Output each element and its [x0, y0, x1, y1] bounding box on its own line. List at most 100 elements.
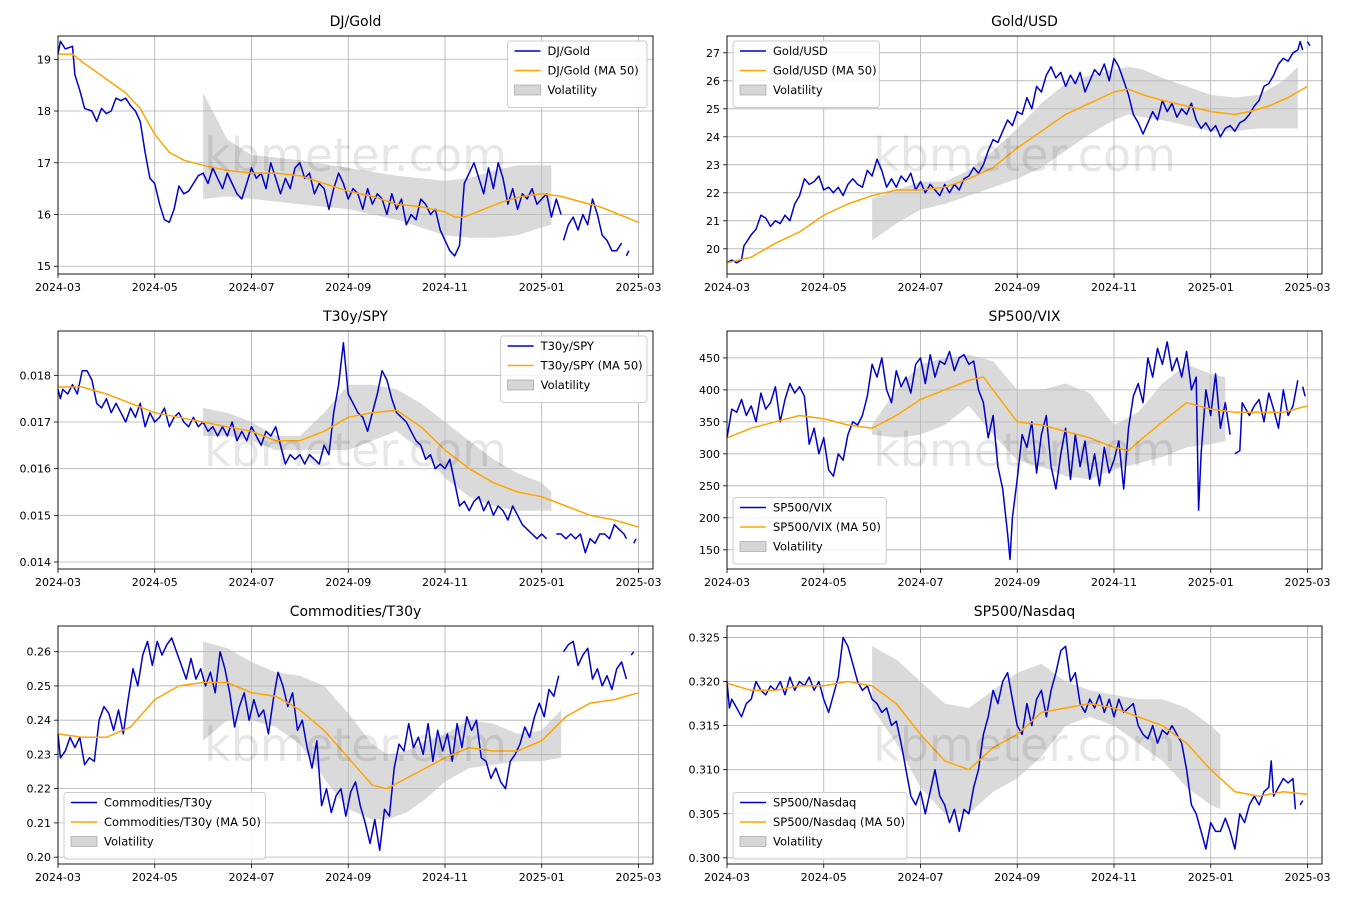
- watermark-text: kbmeter.com: [873, 128, 1176, 182]
- y-tick-label: 15: [37, 260, 51, 273]
- ma-line: [726, 376, 1308, 452]
- volatility-band: [872, 354, 1226, 480]
- legend-label: Gold/USD (MA 50): [773, 64, 877, 78]
- x-tick-label: 2024-11: [1091, 281, 1137, 294]
- series-line: [556, 523, 628, 554]
- y-tick-label: 26: [706, 75, 720, 88]
- x-tick-label: 2024-05: [132, 871, 178, 884]
- x-tick-label: 2025-03: [616, 576, 662, 589]
- y-tick-label: 0.22: [27, 783, 52, 796]
- x-tick-label: 2025-03: [616, 281, 662, 294]
- axes-frame: [57, 330, 654, 570]
- series-line: [726, 40, 1304, 264]
- x-tick-label: 2024-07: [898, 871, 944, 884]
- legend-label: DJ/Gold (MA 50): [548, 64, 639, 78]
- y-tick-label: 24: [706, 131, 720, 144]
- legend-label: DJ/Gold: [548, 44, 591, 58]
- chart-2: T30y/SPY 2024-03 2024-05 2024-07 2024-09 2024…: [20, 309, 662, 589]
- chart-title: DJ/Gold: [330, 14, 382, 30]
- y-tick-label: 17: [37, 157, 51, 170]
- legend-label: Volatility: [541, 378, 591, 392]
- legend-swatch: [739, 84, 767, 96]
- axes-frame: [726, 330, 1323, 570]
- watermark-text: kbmeter.com: [873, 423, 1176, 477]
- y-tick-label: 16: [37, 209, 51, 222]
- x-tick-label: 2024-05: [801, 576, 847, 589]
- y-tick-label: 0.25: [27, 680, 52, 693]
- y-tick-label: 25: [706, 103, 720, 116]
- y-tick-label: 18: [37, 105, 51, 118]
- ma-line: [57, 681, 639, 790]
- legend-label: T30y/SPY (MA 50): [540, 359, 643, 373]
- series-line: [625, 250, 630, 257]
- series-line: [562, 640, 628, 691]
- series-line: [1299, 800, 1304, 806]
- axes-frame: [726, 35, 1323, 275]
- series-line: [1306, 41, 1311, 47]
- x-tick-label: 2024-09: [325, 576, 371, 589]
- legend-label: SP500/Nasdaq (MA 50): [773, 815, 905, 829]
- legend-label: Volatility: [104, 835, 154, 849]
- x-tick-label: 2025-01: [1188, 576, 1234, 589]
- y-tick-label: 0.21: [27, 817, 52, 830]
- volatility-band: [203, 384, 552, 511]
- x-tick-label: 2024-09: [994, 576, 1040, 589]
- y-tick-label: 400: [699, 384, 720, 397]
- ma-line: [58, 386, 639, 528]
- legend-label: Gold/USD: [773, 44, 828, 58]
- y-tick-label: 0.24: [27, 714, 52, 727]
- x-tick-label: 2025-01: [519, 871, 565, 884]
- watermark-text: kbmeter.com: [204, 128, 507, 182]
- x-tick-label: 2024-11: [1091, 576, 1137, 589]
- x-tick-label: 2024-05: [801, 871, 847, 884]
- y-tick-label: 200: [699, 512, 720, 525]
- x-tick-label: 2024-09: [994, 281, 1040, 294]
- y-tick-label: 0.320: [689, 676, 721, 689]
- y-tick-label: 19: [37, 53, 51, 66]
- x-tick-label: 2024-03: [35, 871, 81, 884]
- x-tick-label: 2024-09: [325, 871, 371, 884]
- x-tick-label: 2025-01: [1188, 871, 1234, 884]
- x-tick-label: 2024-03: [704, 576, 750, 589]
- legend-label: Commodities/T30y: [104, 796, 212, 810]
- axes-frame: [726, 625, 1323, 865]
- chart-3: SP500/VIX 2024-03 2024-05 2024-07 2024-09 202…: [699, 309, 1330, 589]
- legend-label: Volatility: [548, 83, 598, 97]
- y-tick-label: 0.014: [20, 556, 52, 569]
- volatility-band: [203, 92, 552, 238]
- volatility-band: [203, 641, 562, 820]
- y-tick-label: 20: [706, 243, 720, 256]
- series-line: [57, 40, 562, 257]
- legend-label: SP500/Nasdaq: [773, 796, 856, 810]
- x-tick-label: 2024-11: [422, 281, 468, 294]
- y-tick-label: 150: [699, 544, 720, 557]
- x-tick-label: 2025-03: [1285, 871, 1331, 884]
- x-tick-label: 2024-03: [704, 871, 750, 884]
- legend-swatch: [507, 379, 534, 391]
- y-tick-label: 0.016: [20, 463, 52, 476]
- x-tick-label: 2024-07: [229, 281, 275, 294]
- y-tick-label: 350: [699, 416, 720, 429]
- x-tick-label: 2024-03: [704, 281, 750, 294]
- y-tick-label: 0.310: [689, 764, 721, 777]
- y-tick-label: 0.300: [689, 852, 721, 865]
- y-tick-label: 0.015: [20, 509, 52, 522]
- ma-line: [726, 85, 1308, 264]
- y-tick-label: 300: [699, 448, 720, 461]
- chart-title: Commodities/T30y: [290, 604, 422, 620]
- legend-swatch: [739, 541, 767, 552]
- x-tick-label: 2024-11: [422, 576, 468, 589]
- legend-box: [500, 335, 648, 403]
- x-tick-label: 2025-03: [1285, 281, 1331, 294]
- watermark-text: kbmeter.com: [204, 718, 507, 772]
- legend: T30y/SPY T30y/SPY (MA 50) Volatility: [500, 335, 648, 403]
- x-tick-label: 2024-05: [132, 576, 178, 589]
- series-line: [57, 341, 548, 540]
- legend-label: Volatility: [773, 835, 823, 849]
- x-tick-label: 2024-07: [229, 576, 275, 589]
- y-tick-label: 0.305: [689, 808, 721, 821]
- x-tick-label: 2025-01: [1188, 281, 1234, 294]
- x-tick-label: 2024-11: [1091, 871, 1137, 884]
